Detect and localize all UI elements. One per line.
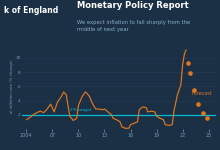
Text: We expect inflation to fall sharply from the
middle of next year: We expect inflation to fall sharply from… — [77, 20, 190, 32]
Text: k of England: k of England — [4, 6, 59, 15]
Text: Monetary Policy Report: Monetary Policy Report — [77, 1, 189, 10]
Text: Forecast: Forecast — [191, 91, 212, 96]
Text: 2% target: 2% target — [70, 108, 91, 112]
Y-axis label: al inflation rate (% change): al inflation rate (% change) — [10, 59, 14, 113]
